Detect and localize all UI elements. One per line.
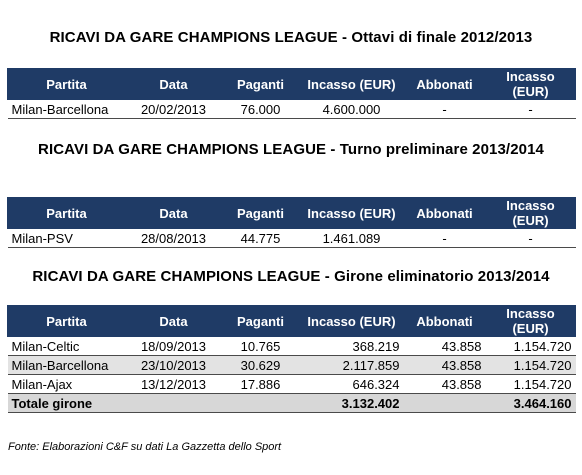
cell-abbonati: - <box>403 99 486 119</box>
table-row: Milan-Ajax 13/12/2013 17.886 646.324 43.… <box>7 374 576 394</box>
cell-data: 28/08/2013 <box>125 228 222 248</box>
cell-partita: Milan-Ajax <box>7 374 126 394</box>
table-girone: Partita Data Paganti Incasso (EUR) Abbon… <box>7 305 576 413</box>
header-abbonati: Abbonati <box>403 68 486 100</box>
table-header: Partita Data Paganti Incasso (EUR) Abbon… <box>7 68 576 100</box>
total-incasso-abbonati: 3.464.160 <box>485 393 576 413</box>
cell-data: 13/12/2013 <box>125 374 222 394</box>
section-title-girone: RICAVI DA GARE CHAMPIONS LEAGUE - Girone… <box>32 268 550 285</box>
cell-abbonati: 43.858 <box>403 355 486 375</box>
cell-incasso-abbonati: - <box>485 228 576 248</box>
cell-data: 18/09/2013 <box>125 336 222 356</box>
table-ottavi: Partita Data Paganti Incasso (EUR) Abbon… <box>7 68 576 119</box>
header-data: Data <box>125 68 222 100</box>
header-incasso-abbonati: Incasso (EUR) <box>485 305 576 337</box>
header-incasso: Incasso (EUR) <box>299 197 404 229</box>
cell-paganti: 10.765 <box>221 336 300 356</box>
header-incasso: Incasso (EUR) <box>299 68 404 100</box>
cell-abbonati: 43.858 <box>403 336 486 356</box>
header-data: Data <box>125 305 222 337</box>
cell-incasso: 646.324 <box>299 374 404 394</box>
header-abbonati: Abbonati <box>403 305 486 337</box>
header-incasso: Incasso (EUR) <box>299 305 404 337</box>
table-header: Partita Data Paganti Incasso (EUR) Abbon… <box>7 305 576 337</box>
source-note: Fonte: Elaborazioni C&F su dati La Gazze… <box>8 441 282 453</box>
cell-incasso: 368.219 <box>299 336 404 356</box>
header-abbonati: Abbonati <box>403 197 486 229</box>
header-paganti: Paganti <box>221 68 300 100</box>
cell-incasso: 1.461.089 <box>299 228 404 248</box>
total-empty <box>221 393 300 413</box>
cell-incasso-abbonati: 1.154.720 <box>485 336 576 356</box>
cell-incasso-abbonati: 1.154.720 <box>485 374 576 394</box>
cell-incasso: 2.117.859 <box>299 355 404 375</box>
header-partita: Partita <box>7 305 126 337</box>
cell-partita: Milan-Barcellona <box>7 355 126 375</box>
section-title-preliminare: RICAVI DA GARE CHAMPIONS LEAGUE - Turno … <box>38 141 544 158</box>
cell-partita: Milan-Barcellona <box>7 99 126 119</box>
cell-partita: Milan-PSV <box>7 228 126 248</box>
cell-incasso: 4.600.000 <box>299 99 404 119</box>
table-row: Milan-Barcellona 20/02/2013 76.000 4.600… <box>7 99 576 119</box>
cell-paganti: 30.629 <box>221 355 300 375</box>
header-paganti: Paganti <box>221 197 300 229</box>
table-header: Partita Data Paganti Incasso (EUR) Abbon… <box>7 197 576 229</box>
section-title-ottavi: RICAVI DA GARE CHAMPIONS LEAGUE - Ottavi… <box>49 29 533 46</box>
cell-paganti: 76.000 <box>221 99 300 119</box>
header-incasso-abbonati: Incasso (EUR) <box>485 68 576 100</box>
table-row: Milan-PSV 28/08/2013 44.775 1.461.089 - … <box>7 228 576 248</box>
table-row: Milan-Barcellona 23/10/2013 30.629 2.117… <box>7 355 576 375</box>
cell-incasso-abbonati: - <box>485 99 576 119</box>
cell-abbonati: - <box>403 228 486 248</box>
table-row: Milan-Celtic 18/09/2013 10.765 368.219 4… <box>7 336 576 356</box>
cell-paganti: 17.886 <box>221 374 300 394</box>
header-data: Data <box>125 197 222 229</box>
total-label: Totale girone <box>7 393 222 413</box>
header-incasso-abbonati: Incasso (EUR) <box>485 197 576 229</box>
total-incasso: 3.132.402 <box>299 393 404 413</box>
cell-data: 20/02/2013 <box>125 99 222 119</box>
total-empty <box>403 393 486 413</box>
cell-incasso-abbonati: 1.154.720 <box>485 355 576 375</box>
header-paganti: Paganti <box>221 305 300 337</box>
cell-abbonati: 43.858 <box>403 374 486 394</box>
header-partita: Partita <box>7 197 126 229</box>
cell-paganti: 44.775 <box>221 228 300 248</box>
table-preliminare: Partita Data Paganti Incasso (EUR) Abbon… <box>7 197 576 248</box>
cell-data: 23/10/2013 <box>125 355 222 375</box>
header-partita: Partita <box>7 68 126 100</box>
table-total-row: Totale girone 3.132.402 3.464.160 <box>7 393 576 413</box>
cell-partita: Milan-Celtic <box>7 336 126 356</box>
